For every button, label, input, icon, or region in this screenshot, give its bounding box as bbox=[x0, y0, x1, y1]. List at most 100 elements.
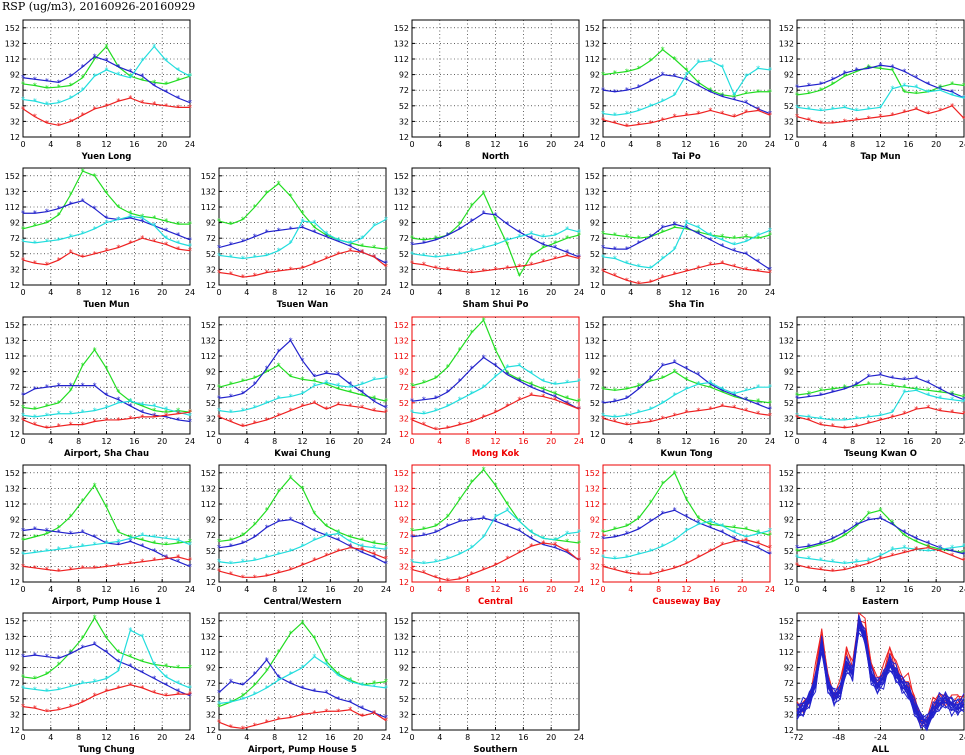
panel-central-western-red-point: * bbox=[229, 570, 233, 579]
panel-kwai-chung-red-point: * bbox=[360, 403, 364, 412]
panel-sha-tin-blue-point: * bbox=[673, 220, 677, 229]
panel-airport-sha-chau-blue-point: * bbox=[164, 413, 168, 422]
panel-yuen-long-ytick-label: 152 bbox=[5, 24, 20, 33]
panel-kwun-tong-xtick-label: 4 bbox=[628, 437, 633, 446]
panel-airport-sha-chau-blue-point: * bbox=[128, 402, 132, 411]
panel-tai-po-title: Tai Po bbox=[672, 152, 701, 162]
panel-tuen-mun-blue-series-line bbox=[23, 200, 191, 241]
panel-tsuen-wan-ytick-label: 12 bbox=[206, 281, 216, 290]
panel-tai-po-blue-point: * bbox=[625, 86, 629, 95]
panel-central-western-cyan-point: * bbox=[384, 545, 388, 554]
panel-mong-kok-xtick-label: 24 bbox=[574, 437, 584, 446]
panel-tseung-kwan-o-red-point: * bbox=[831, 422, 835, 431]
panel-airport-sha-chau-cyan-point: * bbox=[21, 411, 25, 420]
panel-tung-chung-cyan-point: * bbox=[116, 667, 120, 676]
panel-kwai-chung-blue-point: * bbox=[372, 397, 376, 406]
panel-north-ytick-label: 12 bbox=[399, 133, 409, 142]
panel-tung-chung-red-point: * bbox=[152, 689, 156, 698]
panel-tuen-mun-red-point: * bbox=[152, 237, 156, 246]
panel-tap-mun-red-point: * bbox=[879, 113, 883, 122]
panel-central-red-point: * bbox=[577, 556, 581, 565]
panel-yuen-long-red-point: * bbox=[81, 111, 85, 120]
panel-yuen-long-red-point: * bbox=[105, 102, 109, 111]
panel-kwun-tong-red-point: * bbox=[732, 403, 736, 412]
panel-central-cyan-point: * bbox=[541, 534, 545, 543]
panel-airport-pump-house-1-ytick-label: 52 bbox=[10, 547, 20, 556]
panel-airport-sha-chau-red-point: * bbox=[33, 421, 37, 430]
panel-causeway-bay-cyan-point: * bbox=[673, 536, 677, 545]
panel-kwai-chung-blue-point: * bbox=[324, 369, 328, 378]
panel-tap-mun-xtick-label: 0 bbox=[794, 140, 799, 149]
panel-sham-shui-po-red-point: * bbox=[529, 261, 533, 270]
panel-tung-chung-ytick-label: 12 bbox=[10, 726, 20, 735]
panel-tung-chung-blue-point: * bbox=[81, 643, 85, 652]
panel-tap-mun-blue-point: * bbox=[914, 74, 918, 83]
panel-sha-tin-xtick-label: 16 bbox=[709, 288, 719, 297]
panel-airport-sha-chau-red-point: * bbox=[188, 408, 192, 417]
panel-yuen-long-red-point: * bbox=[69, 117, 73, 126]
panel-airport-sha-chau-title: Airport, Sha Chau bbox=[64, 449, 149, 459]
panel-yuen-long-red-point: * bbox=[33, 113, 37, 122]
panel-mong-kok-ytick-label: 52 bbox=[399, 399, 409, 408]
panel-kwai-chung-xtick-label: 12 bbox=[297, 437, 307, 446]
panel-causeway-bay-ytick-label: 72 bbox=[590, 531, 600, 540]
panel-eastern-red-point: * bbox=[926, 544, 930, 553]
panel-airport-pump-house-5-blue-point: * bbox=[348, 698, 352, 707]
panel-tseung-kwan-o-blue-point: * bbox=[879, 371, 883, 380]
panel-tap-mun-red-point: * bbox=[843, 117, 847, 126]
panel-yuen-long-green-point: * bbox=[45, 84, 49, 93]
panel-sha-tin-cyan-point: * bbox=[720, 236, 724, 245]
panel-eastern-cyan-point: * bbox=[819, 556, 823, 565]
panel-yuen-long-cyan-point: * bbox=[164, 57, 168, 66]
panel-causeway-bay-ytick-label: 112 bbox=[585, 500, 600, 509]
panel-all-xtick-label: -48 bbox=[832, 733, 845, 742]
panel-tai-po-green-point: * bbox=[601, 71, 605, 80]
panel-tseung-kwan-o-cyan-point: * bbox=[867, 413, 871, 422]
panel-central-blue-point: * bbox=[494, 517, 498, 526]
panel-tuen-mun-red-point: * bbox=[33, 259, 37, 268]
panel-tsuen-wan-red-series-line bbox=[218, 250, 387, 278]
panel-tai-po-red-point: * bbox=[768, 111, 772, 120]
panel-kwun-tong-blue-point: * bbox=[673, 358, 677, 367]
panel-tai-po-ytick-label: 12 bbox=[590, 133, 600, 142]
panel-causeway-bay-cyan-point: * bbox=[768, 527, 772, 536]
panel-tung-chung-blue-point: * bbox=[69, 650, 73, 659]
panel-central-western-red-point: * bbox=[348, 544, 352, 553]
panel-central-blue-point: * bbox=[410, 533, 414, 542]
panel-mong-kok-red-series-line bbox=[411, 394, 580, 430]
panel-central-western-red-point: * bbox=[384, 555, 388, 564]
panel-central-ytick-label: 132 bbox=[394, 484, 409, 493]
panel-mong-kok-ytick-label: 112 bbox=[394, 352, 409, 361]
panel-tsuen-wan-green-point: * bbox=[265, 189, 269, 198]
panel-tung-chung-xtick-label: 16 bbox=[129, 733, 139, 742]
panel-sham-shui-po-cyan-point: * bbox=[482, 244, 486, 253]
panel-airport-sha-chau-blue-point: * bbox=[116, 396, 120, 405]
panel-eastern-blue-point: * bbox=[962, 550, 965, 559]
panel-tai-po-cyan-point: * bbox=[661, 97, 665, 106]
panel-kwai-chung-blue-series-line bbox=[218, 339, 387, 409]
panel-tuen-mun-ytick-label: 12 bbox=[10, 281, 20, 290]
panel-tsuen-wan-green-point: * bbox=[384, 245, 388, 254]
panel-tsuen-wan-blue-point: * bbox=[289, 225, 293, 234]
panel-tuen-mun-xtick-label: 8 bbox=[76, 288, 81, 297]
panel-central-red-point: * bbox=[470, 570, 474, 579]
panel-north-xtick-label: 24 bbox=[574, 140, 584, 149]
panel-tap-mun-green-point: * bbox=[807, 89, 811, 98]
panel-airport-pump-house-1-red-point: * bbox=[128, 559, 132, 568]
panel-tuen-mun-ytick-label: 72 bbox=[10, 234, 20, 243]
panel-tseung-kwan-o-blue-point: * bbox=[855, 380, 859, 389]
panel-sha-tin-blue-point: * bbox=[613, 245, 617, 254]
panel-tuen-mun-blue-point: * bbox=[176, 231, 180, 240]
panel-tuen-mun-blue-point: * bbox=[105, 214, 109, 223]
panel-causeway-bay-xtick-label: 12 bbox=[681, 585, 691, 594]
panel-airport-sha-chau-green-point: * bbox=[45, 402, 49, 411]
panel-tung-chung-red-point: * bbox=[45, 707, 49, 716]
panel-airport-pump-house-1-red-point: * bbox=[140, 558, 144, 567]
panel-sha-tin-ytick-label: 112 bbox=[585, 203, 600, 212]
panel-kwai-chung-red-point: * bbox=[241, 422, 245, 431]
panel-eastern-cyan-point: * bbox=[867, 556, 871, 565]
panel-central-red-point: * bbox=[529, 542, 533, 551]
panel-eastern-blue-point: * bbox=[902, 528, 906, 537]
